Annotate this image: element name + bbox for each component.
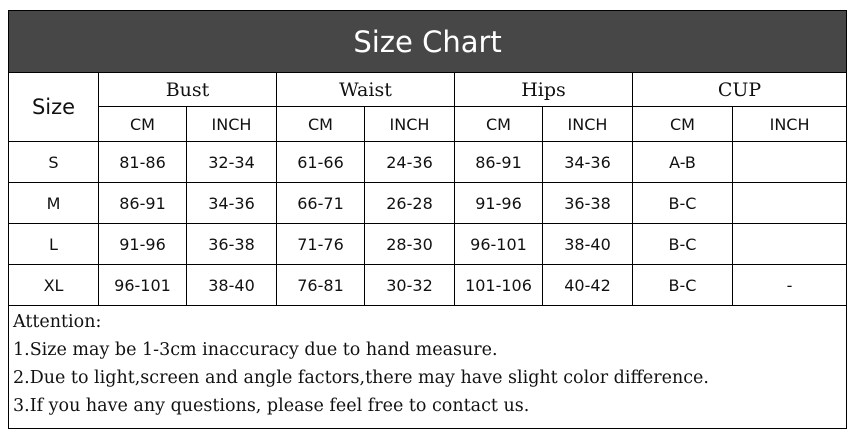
data-row: M 86-91 34-36 66-71 26-28 91-96 36-38 B-C (8, 182, 848, 224)
value-cell: 91-96 (98, 223, 187, 265)
value-cell (731, 141, 848, 183)
data-row: XL 96-101 38-40 76-81 30-32 101-106 40-42 B-C - (8, 264, 848, 306)
notes-heading: Attention: (13, 312, 102, 332)
value-cell: 36-38 (542, 182, 633, 224)
note-line: 2.Due to light,screen and angle factors,… (13, 368, 709, 388)
group-header: CUP (631, 72, 848, 107)
unit-header: CM (98, 106, 187, 142)
group-header: Waist (276, 72, 455, 107)
note-line: 3.If you have any questions, please feel… (13, 396, 530, 416)
size-cell: L (8, 223, 99, 265)
unit-header: CM (632, 106, 733, 142)
value-cell: 36-38 (186, 223, 277, 265)
size-cell: M (8, 182, 99, 224)
value-cell: B-C (632, 182, 733, 224)
value-cell: 86-91 (98, 182, 187, 224)
data-row: S 81-86 32-34 61-66 24-36 86-91 34-36 A-B (8, 141, 848, 183)
size-header: Size (8, 72, 99, 142)
value-cell: 71-76 (276, 223, 365, 265)
size-chart-table: Size Chart Size Bust Waist Hips CUP CM INCH CM I… (7, 10, 848, 429)
value-cell: 101-106 (454, 264, 543, 306)
value-cell: - (731, 264, 848, 306)
data-row: L 91-96 36-38 71-76 28-30 96-101 38-40 B-C (8, 223, 848, 265)
value-cell: A-B (632, 141, 733, 183)
value-cell: 24-36 (364, 141, 455, 183)
value-cell (731, 182, 848, 224)
value-cell: B-C (632, 223, 733, 265)
value-cell: B-C (632, 264, 733, 306)
value-cell: 81-86 (98, 141, 187, 183)
unit-header: INCH (542, 106, 633, 142)
value-cell: 34-36 (186, 182, 277, 224)
size-cell: XL (8, 264, 99, 306)
header-row: Size Bust Waist Hips CUP (8, 72, 848, 142)
value-cell: 38-40 (186, 264, 277, 306)
value-cell: 76-81 (276, 264, 365, 306)
value-cell: 96-101 (454, 223, 543, 265)
value-cell: 32-34 (186, 141, 277, 183)
value-cell (731, 223, 848, 265)
value-cell: 26-28 (364, 182, 455, 224)
notes-row: Attention: 1.Size may be 1-3cm inaccuracy… (7, 305, 848, 429)
unit-header: CM (454, 106, 543, 142)
value-cell: 30-32 (364, 264, 455, 306)
value-cell: 38-40 (542, 223, 633, 265)
value-cell: 61-66 (276, 141, 365, 183)
unit-header: INCH (186, 106, 277, 142)
value-cell: 28-30 (364, 223, 455, 265)
value-cell: 40-42 (542, 264, 633, 306)
unit-row: CM INCH CM INCH CM INCH CM INCH (9, 106, 848, 142)
value-cell: 66-71 (276, 182, 365, 224)
group-header: Bust (98, 72, 277, 107)
note-line: 1.Size may be 1-3cm inaccuracy due to ha… (13, 340, 498, 360)
size-cell: S (8, 141, 99, 183)
value-cell: 91-96 (454, 182, 543, 224)
unit-header: INCH (364, 106, 455, 142)
notes: Attention: 1.Size may be 1-3cm inaccuracy… (7, 305, 848, 429)
unit-header: CM (276, 106, 365, 142)
title: Size Chart (7, 10, 848, 73)
value-cell: 96-101 (98, 264, 187, 306)
group-header: Hips (454, 72, 633, 107)
unit-header: INCH (731, 106, 848, 142)
value-cell: 34-36 (542, 141, 633, 183)
value-cell: 86-91 (454, 141, 543, 183)
